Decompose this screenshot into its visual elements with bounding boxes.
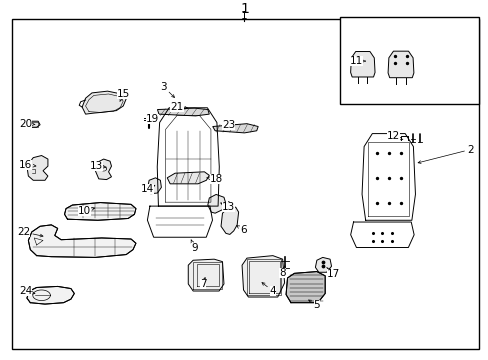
Point	[396, 150, 404, 156]
Point	[384, 200, 392, 206]
Point	[378, 230, 386, 235]
Point	[368, 230, 376, 235]
Text: 18: 18	[206, 174, 223, 184]
Text: 17: 17	[326, 267, 340, 279]
Polygon shape	[242, 256, 284, 297]
Point	[396, 175, 404, 181]
Text: 1: 1	[241, 11, 247, 21]
Text: 11: 11	[348, 56, 365, 66]
Point	[384, 175, 392, 181]
Point	[372, 200, 380, 206]
Polygon shape	[27, 287, 74, 304]
Point	[402, 53, 410, 58]
Polygon shape	[221, 207, 238, 234]
Polygon shape	[315, 257, 331, 272]
Text: 10: 10	[78, 206, 94, 216]
Text: 4: 4	[262, 283, 276, 296]
Point	[378, 238, 386, 244]
Text: 20: 20	[19, 119, 35, 129]
Polygon shape	[207, 194, 225, 213]
Text: 9: 9	[191, 240, 198, 252]
Text: 6: 6	[236, 225, 246, 235]
Text: 14: 14	[141, 184, 155, 194]
Text: 15: 15	[116, 89, 130, 102]
Text: 19: 19	[145, 114, 159, 124]
Text: 2: 2	[417, 144, 473, 163]
Point	[318, 259, 326, 265]
Point	[368, 238, 376, 244]
Polygon shape	[188, 259, 224, 291]
Text: 12: 12	[386, 131, 402, 141]
Bar	[339, 17, 478, 104]
Text: 22: 22	[17, 227, 43, 237]
Text: 13: 13	[220, 202, 235, 212]
Point	[396, 200, 404, 206]
Polygon shape	[350, 51, 374, 77]
Point	[384, 150, 392, 156]
Text: 16: 16	[19, 160, 36, 170]
Polygon shape	[82, 91, 126, 114]
Polygon shape	[167, 172, 209, 184]
Polygon shape	[27, 156, 48, 180]
Polygon shape	[147, 178, 161, 194]
Point	[387, 230, 395, 235]
Polygon shape	[95, 159, 111, 180]
Polygon shape	[64, 203, 136, 220]
Point	[372, 150, 380, 156]
Polygon shape	[28, 225, 136, 257]
Polygon shape	[27, 121, 40, 127]
Text: 13: 13	[90, 161, 106, 171]
Text: 23: 23	[222, 120, 235, 130]
Text: 1: 1	[240, 2, 248, 16]
Point	[318, 264, 326, 269]
Text: 24: 24	[19, 286, 35, 296]
Point	[387, 238, 395, 244]
Text: 21: 21	[170, 102, 187, 112]
Polygon shape	[285, 271, 325, 303]
Point	[402, 60, 410, 66]
Polygon shape	[212, 124, 258, 133]
Text: 8: 8	[279, 266, 285, 278]
Point	[372, 175, 380, 181]
Text: 3: 3	[160, 82, 174, 98]
Point	[390, 60, 398, 66]
Polygon shape	[157, 108, 209, 116]
Text: 7: 7	[199, 278, 206, 289]
Text: 5: 5	[308, 300, 320, 310]
Point	[390, 53, 398, 58]
Polygon shape	[387, 51, 413, 78]
